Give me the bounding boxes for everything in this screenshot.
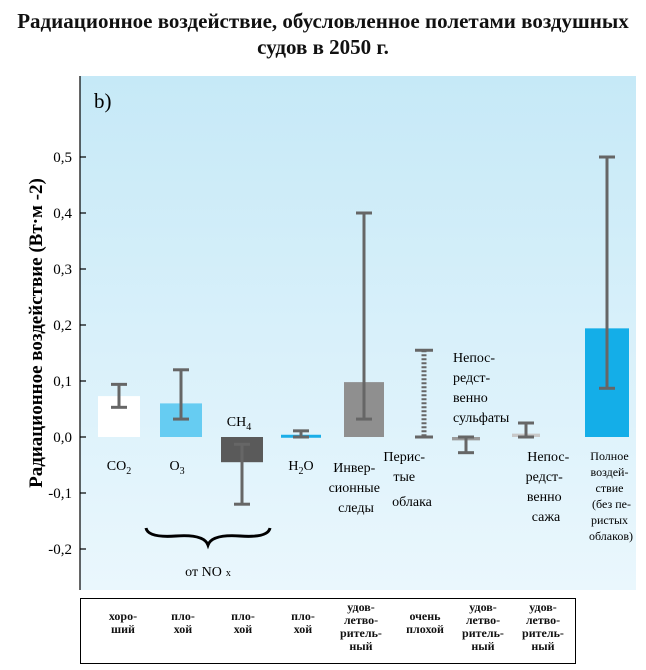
- y-tick-label: 0,2: [53, 318, 72, 334]
- quality-text: удов-: [469, 600, 497, 614]
- quality-cell: удов-летво-ритель-ный: [329, 601, 393, 653]
- label-total: Полное воздей- ствие (без пе- ристых обл…: [589, 449, 634, 543]
- quality-text: пло-: [231, 609, 255, 623]
- label-co2: CO2: [107, 459, 131, 477]
- quality-text: удов-: [529, 600, 557, 614]
- quality-text: пло-: [171, 609, 195, 623]
- y-tick-label: 0,0: [53, 430, 72, 446]
- quality-text: ритель-: [340, 626, 382, 640]
- quality-cell: удов-летво-ритель-ный: [451, 601, 515, 653]
- y-axis: 0,5 0,4 0,3 0,2 0,1 0,0 -0,1 -0,2: [48, 76, 86, 590]
- panel-label: b): [94, 89, 112, 113]
- forcing-chart: 0,5 0,4 0,3 0,2 0,1 0,0 -0,1 -0,2 b) Радиационн…: [26, 76, 636, 590]
- nox-brace: [144, 527, 272, 550]
- quality-text: пло-: [291, 609, 315, 623]
- y-axis-label: Радиационное воздействие (Вт·м -2): [26, 178, 47, 488]
- quality-cell: очень плохой: [393, 610, 457, 636]
- quality-text: ный: [531, 639, 555, 653]
- plot-background: [80, 76, 636, 590]
- error-bars-group: [111, 155, 615, 506]
- quality-text: хой: [233, 622, 253, 636]
- quality-text: ный: [471, 639, 495, 653]
- label-cirrus: Перис- тые облака: [383, 450, 432, 510]
- label-sulfate: Непос- редст- венно сульфаты: [453, 351, 510, 426]
- label-contrails: Инвер- сионные следы: [329, 461, 384, 516]
- y-tick-label: 0,4: [53, 206, 72, 222]
- label-nox: от NO x: [185, 565, 231, 580]
- quality-cell: хоро-ший: [91, 610, 155, 636]
- y-tick-label: 0,3: [53, 262, 72, 278]
- y-tick-label: -0,2: [48, 542, 72, 558]
- y-tick-label: -0,1: [48, 486, 72, 502]
- y-tick-label: 0,5: [53, 150, 72, 166]
- quality-text: хоро-: [108, 609, 138, 623]
- quality-text: удов-: [347, 600, 375, 614]
- y-tick-label: 0,1: [53, 374, 72, 390]
- label-ch4: CH4: [227, 415, 251, 433]
- quality-text: ший: [111, 622, 135, 636]
- quality-text: плохой: [406, 622, 444, 636]
- label-soot: Непос- редст- венно сажа: [526, 450, 573, 525]
- confidence-table: хоро-ший пло-хой пло-хой пло-хой удов-летво-…: [80, 598, 576, 664]
- quality-text: летво-: [343, 613, 379, 627]
- quality-text: ритель-: [522, 626, 564, 640]
- quality-text: летво-: [525, 613, 561, 627]
- quality-cell: пло-хой: [271, 610, 335, 636]
- quality-text: хой: [293, 622, 313, 636]
- quality-text: хой: [173, 622, 193, 636]
- quality-text: ритель-: [462, 626, 504, 640]
- quality-cell: пло-хой: [151, 610, 215, 636]
- label-h2o: H2O: [288, 459, 313, 477]
- label-o3: O3: [169, 459, 184, 477]
- quality-text: ный: [349, 639, 373, 653]
- quality-cell: пло-хой: [211, 610, 275, 636]
- quality-text: летво-: [465, 613, 501, 627]
- chart-title: Радиационное воздействие, обусловленное …: [17, 9, 629, 59]
- quality-text: очень: [409, 609, 441, 623]
- quality-cell: удов-летво-ритель-ный: [511, 601, 575, 653]
